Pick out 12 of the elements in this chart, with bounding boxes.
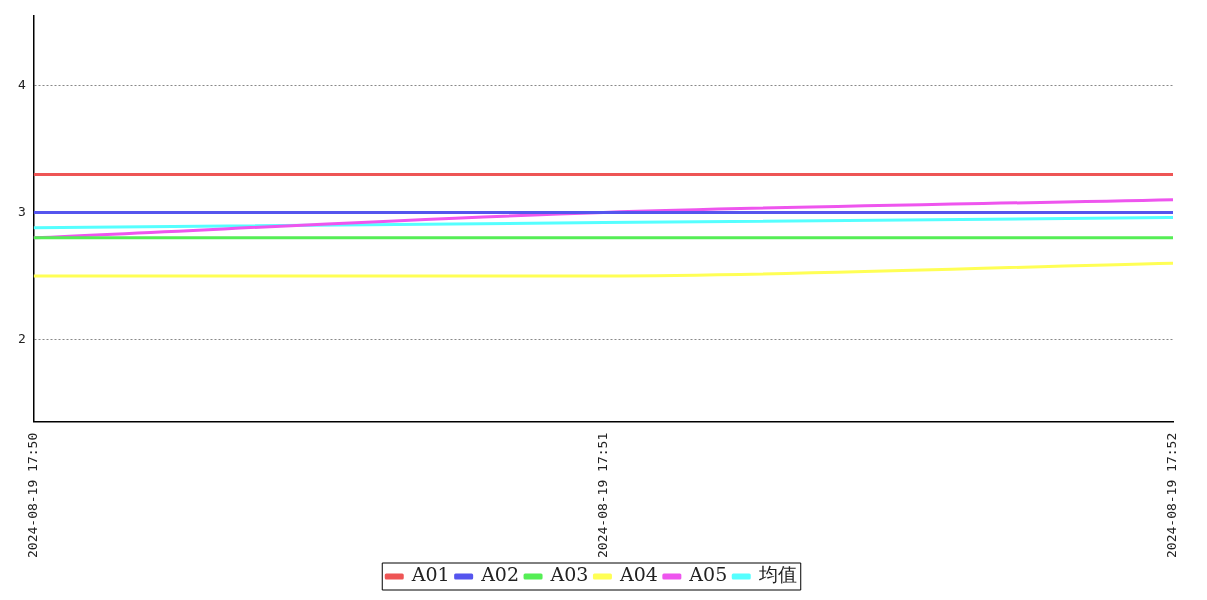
legend-label: A03 [549,563,589,586]
legend-label: 均值 [757,563,797,586]
y-tick-label: 4 [18,76,26,92]
x-tick-label: 2024-08-19 17:50 [25,432,41,559]
legend-label: A04 [618,563,658,586]
y-tick-label: 2 [18,330,26,346]
legend-label: A05 [688,563,728,586]
legend-label: A02 [480,563,520,586]
y-tick-label: 3 [18,203,26,219]
x-tick-label: 2024-08-19 17:51 [594,432,610,559]
x-tick-label: 2024-08-19 17:52 [1164,432,1180,559]
legend-label: A01 [410,563,450,586]
